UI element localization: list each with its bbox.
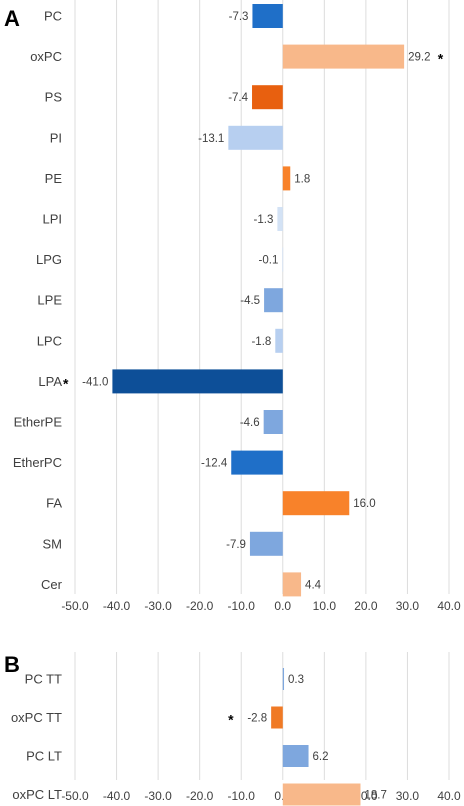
category-label: PC TT [25, 672, 62, 687]
category-label: LPA [38, 374, 62, 389]
x-tick-label: -40.0 [103, 599, 131, 613]
panel-label: B [4, 652, 20, 677]
significance-marker: * [63, 375, 69, 391]
panel-a: A -50.0 -40.0 -30.0 -20.0 -10.0 0.0 10.0 20.0 30.… [4, 0, 461, 613]
category-label: LPC [37, 333, 62, 348]
value-label: -7.3 [229, 11, 249, 23]
value-label: -4.6 [240, 417, 260, 429]
category-label: Cer [41, 577, 63, 592]
x-tick-label: -10.0 [228, 599, 256, 613]
category-label: LPE [37, 293, 62, 308]
value-label: -7.9 [226, 539, 246, 551]
value-label: -13.1 [198, 133, 224, 145]
category-label: oxPC [30, 49, 62, 64]
x-tick-label: 40.0 [437, 789, 461, 803]
x-tick-label: 0.0 [274, 599, 291, 613]
bar [282, 491, 350, 516]
value-label: 4.4 [305, 579, 322, 591]
bar [263, 410, 283, 434]
value-label: -12.4 [201, 458, 228, 470]
category-label: LPG [36, 252, 62, 267]
value-label: 18.7 [364, 790, 386, 802]
bar [282, 166, 291, 191]
bar [249, 531, 283, 556]
x-tick-label: 20.0 [354, 599, 378, 613]
x-tick-label: -20.0 [186, 599, 214, 613]
significance-marker: * [228, 712, 234, 728]
category-label: PC [44, 9, 62, 24]
value-label: -1.3 [254, 214, 274, 226]
category-label: EtherPE [14, 415, 63, 430]
bar [275, 328, 283, 353]
value-label: -2.8 [247, 713, 267, 725]
bar [231, 450, 283, 475]
x-tick-label: 40.0 [437, 599, 461, 613]
x-tick-label: -50.0 [61, 599, 89, 613]
category-label: oxPC TT [11, 710, 62, 725]
bar [277, 207, 283, 231]
category-label: oxPC LT [12, 787, 62, 802]
bar [271, 706, 283, 729]
x-tick-label: 30.0 [396, 599, 420, 613]
value-label: -0.1 [259, 255, 279, 267]
category-label: PE [45, 171, 63, 186]
panel-label: A [4, 6, 20, 31]
bar [282, 572, 302, 597]
value-label: 6.2 [313, 751, 329, 763]
x-tick-label: -40.0 [103, 789, 131, 803]
x-tick-label: -30.0 [144, 599, 172, 613]
bar [264, 288, 283, 313]
category-label: FA [46, 496, 62, 511]
value-label: -41.0 [82, 376, 108, 388]
bar [282, 745, 309, 767]
category-label: PC LT [26, 749, 62, 764]
x-tick-label: -10.0 [228, 789, 256, 803]
bar [282, 783, 361, 806]
x-tick-label: -50.0 [61, 789, 89, 803]
value-label: 0.3 [288, 674, 304, 686]
x-tick-label: 10.0 [313, 599, 337, 613]
value-label: -7.4 [228, 92, 248, 104]
category-label: LPI [42, 212, 62, 227]
bar [228, 125, 283, 150]
bar [252, 4, 283, 28]
value-label: -1.8 [251, 336, 271, 348]
x-tick-label: -30.0 [144, 789, 172, 803]
panel-b: B-50.0-40.0-30.0-20.0-10.00.010.020.030.… [4, 652, 461, 806]
x-tick-label: -20.0 [186, 789, 214, 803]
significance-marker: * [438, 51, 444, 67]
bar [252, 85, 283, 110]
bar [112, 369, 283, 394]
value-label: -4.5 [240, 295, 260, 307]
category-label: PI [50, 130, 62, 145]
value-label: 16.0 [353, 498, 375, 510]
bar [282, 44, 405, 69]
bar [282, 668, 285, 690]
value-label: 1.8 [294, 173, 310, 185]
value-label: 29.2 [408, 52, 430, 64]
x-tick-label: 30.0 [396, 789, 420, 803]
category-label: SM [43, 536, 63, 551]
category-label: PS [45, 90, 63, 105]
category-label: EtherPC [13, 455, 62, 470]
bar [282, 247, 284, 272]
